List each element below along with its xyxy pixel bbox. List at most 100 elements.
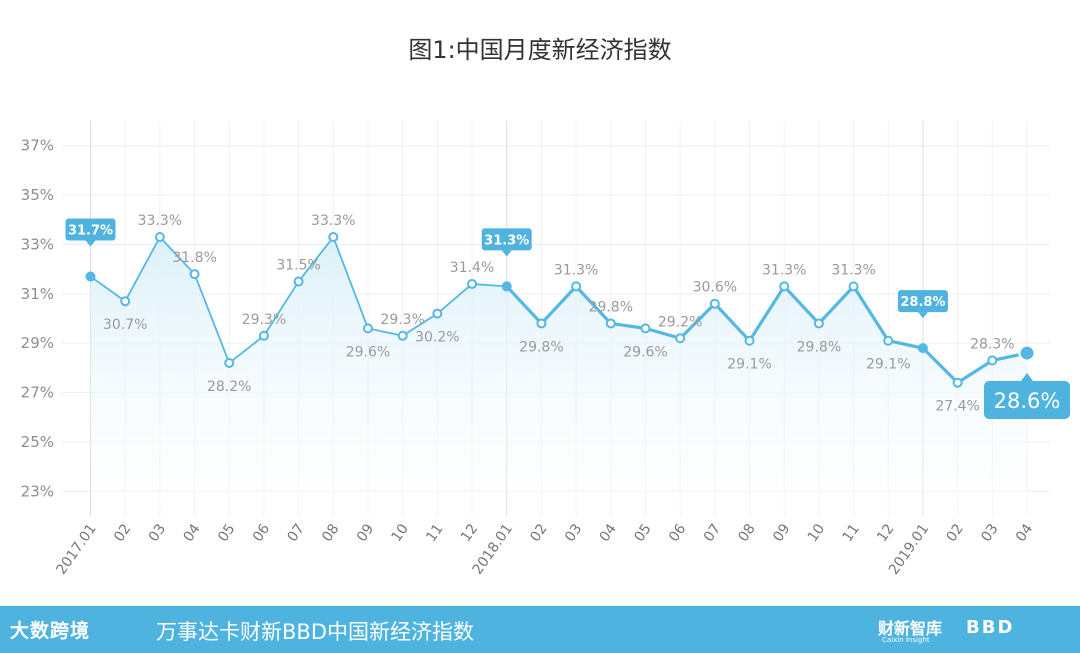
data-label: 29.8% (589, 299, 633, 315)
x-tick-label: 03 (146, 521, 169, 545)
series-line-segment (89, 275, 127, 303)
x-tick-label: 06 (250, 521, 273, 545)
callout-pointer (917, 312, 928, 319)
callout-box (897, 290, 948, 313)
data-point (397, 330, 408, 341)
x-tick-label: 04 (597, 521, 620, 545)
data-point (467, 278, 478, 289)
callout-label: 31.7% (68, 224, 113, 239)
series-line-segment (401, 312, 439, 337)
callout-pointer (85, 240, 96, 247)
data-label: 29.1% (727, 357, 771, 373)
x-tick-label: 07 (285, 521, 308, 545)
data-label: 27.4% (935, 399, 979, 415)
x-tick-label: 08 (319, 521, 342, 545)
data-point (189, 269, 200, 280)
callout-label: 28.8% (900, 295, 945, 310)
data-point (744, 335, 755, 346)
y-tick-label: 33% (21, 235, 54, 253)
data-point (883, 335, 894, 346)
data-point (987, 355, 998, 366)
data-label: 28.3% (970, 336, 1014, 352)
x-tick-label: 12 (458, 521, 481, 545)
x-tick-label: 11 (423, 521, 446, 545)
series-line-segment (539, 284, 578, 326)
data-point (293, 276, 304, 287)
series-line-segment (678, 302, 717, 340)
data-label: 33.3% (138, 213, 182, 229)
series-line-segment (193, 273, 231, 364)
callout-label-large: 28.6% (994, 389, 1061, 413)
x-tick-label: 08 (735, 521, 758, 545)
x-tick-label: 06 (666, 521, 689, 545)
series-line-segment (297, 236, 335, 283)
data-point (432, 308, 443, 319)
series-line-segment (886, 339, 925, 350)
data-label: 30.2% (415, 330, 459, 346)
series-line-segment (782, 284, 821, 326)
x-tick-label: 02 (527, 521, 550, 545)
data-point (328, 232, 339, 243)
x-tick-label: 05 (631, 521, 654, 545)
y-tick-label: 23% (21, 482, 54, 500)
callout-box-large (984, 381, 1070, 419)
data-label: 31.4% (450, 260, 494, 276)
series-line-segment (574, 284, 613, 326)
data-point (952, 377, 963, 388)
y-tick-label: 31% (21, 285, 54, 303)
series-line-segment (817, 284, 856, 326)
data-point-highlight (85, 271, 96, 282)
y-tick-label: 25% (21, 433, 54, 451)
callout-pointer (501, 250, 512, 257)
x-tick-label: 05 (215, 521, 238, 545)
x-tick-label: 04 (1013, 521, 1036, 545)
series-line-segment (228, 334, 265, 364)
data-label: 31.3% (831, 262, 875, 278)
callout-box (65, 218, 116, 241)
x-tick-label: 02 (944, 521, 967, 545)
series-line-segment (851, 284, 890, 343)
data-point-highlight (501, 281, 512, 292)
data-label: 29.1% (866, 357, 910, 373)
data-point (848, 281, 859, 292)
y-tick-label: 27% (21, 384, 54, 402)
x-tick-label: 2017.01 (53, 521, 99, 578)
data-label: 29.2% (658, 314, 702, 330)
series-line-segment (332, 236, 369, 330)
data-label: 30.7% (103, 317, 147, 333)
footer-brand-bbd: BBD (966, 617, 1015, 638)
data-label: 29.6% (623, 344, 667, 360)
series-line-segment (713, 302, 752, 343)
data-label: 31.3% (762, 262, 806, 278)
data-label: 31.8% (172, 250, 216, 266)
series-line-segment (158, 236, 196, 275)
line-chart: 30.7% 33.3% 31.8% 28.2% 29.3% 31.5% 33.3% 29.6%… (21, 121, 1070, 578)
footer-title: 万事达卡财新BBD中国新经济指数 (156, 620, 474, 644)
data-point (362, 323, 373, 334)
series-line-segment (367, 327, 404, 337)
data-point (605, 318, 616, 329)
x-tick-label: 09 (354, 521, 377, 545)
x-tick-label: 12 (874, 521, 897, 545)
x-tick-label: 11 (840, 521, 863, 545)
data-point (709, 298, 720, 309)
x-tick-label: 04 (180, 521, 203, 545)
data-point (640, 323, 651, 334)
data-point (154, 232, 165, 243)
footer-logo: 大数跨境 (10, 620, 91, 642)
data-label: 33.3% (311, 213, 355, 229)
data-point (571, 281, 582, 292)
series-line-segment (747, 284, 786, 343)
series-line-segment (471, 283, 508, 288)
series-line-segment (609, 321, 648, 330)
x-tick-label: 03 (562, 521, 585, 545)
data-label: 29.6% (346, 344, 390, 360)
data-label: 30.6% (693, 280, 737, 296)
chart-title: 图1:中国月度新经济指数 (408, 36, 672, 64)
y-tick-label: 29% (21, 334, 54, 352)
series-line-segment (643, 326, 682, 340)
series-line-segment (263, 280, 300, 337)
series-line-segment (505, 284, 544, 326)
series-line-segment (436, 283, 473, 315)
data-point-highlight (917, 343, 928, 354)
